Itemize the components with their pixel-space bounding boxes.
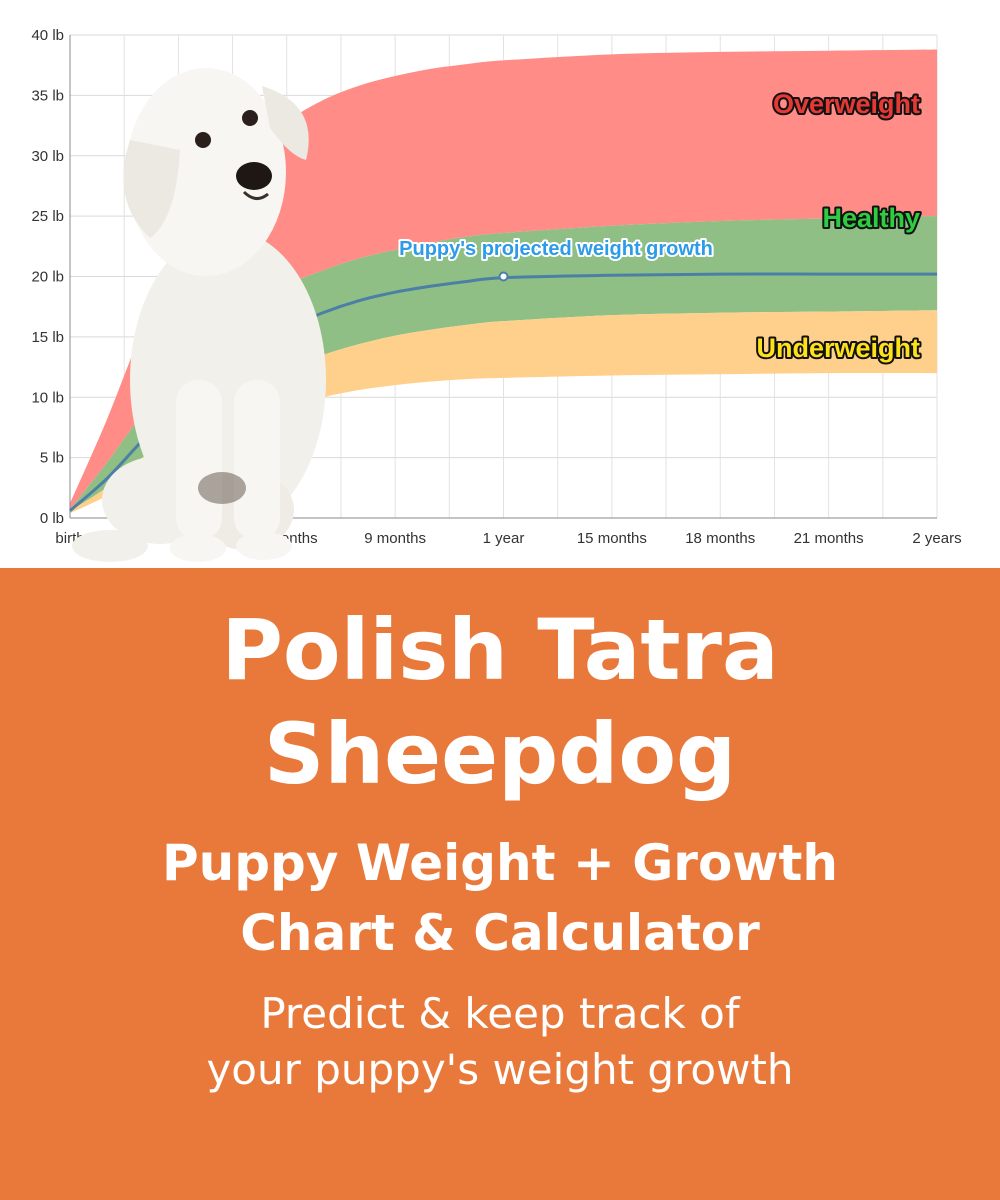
overweight-label: Overweight: [773, 89, 920, 119]
growth-chart: 0 lb 5 lb 10 lb 15 lb 20 lb 25 lb 30 lb 35 lb 40…: [0, 0, 1000, 568]
subtitle-line-1: Puppy Weight + Growth: [162, 834, 838, 892]
x-tick-label: 21 months: [794, 530, 864, 547]
puppy-photo: [72, 68, 326, 562]
y-tick-label: 10 lb: [31, 389, 64, 406]
y-tick-label: 30 lb: [31, 148, 64, 165]
y-tick-label: 35 lb: [31, 87, 64, 104]
x-tick-label: 15 months: [577, 530, 647, 547]
y-tick-label: 25 lb: [31, 208, 64, 225]
band-underweight: [70, 310, 937, 514]
healthy-label: Healthy: [822, 203, 920, 233]
breed-title: Polish Tatra Sheepdog: [0, 598, 1000, 806]
x-tick-label: 1 year: [483, 530, 525, 547]
growth-label: Puppy's projected weight growth: [399, 238, 713, 260]
subtitle-line-2: Chart & Calculator: [240, 904, 760, 962]
underweight-label: Underweight: [756, 333, 920, 363]
tagline-line-1: Predict & keep track of: [260, 989, 740, 1038]
title-banner: Polish Tatra Sheepdog Puppy Weight + Gro…: [0, 568, 1000, 1200]
x-tick-label: 2 years: [912, 530, 961, 547]
zone-labels: Overweight Healthy Underweight Puppy's proj…: [397, 87, 922, 365]
growth-marker: [498, 271, 509, 282]
y-tick-label: 20 lb: [31, 269, 64, 286]
y-tick-label: 40 lb: [31, 27, 64, 44]
y-tick-label: 0 lb: [40, 510, 64, 527]
breed-title-line-2: Sheepdog: [263, 705, 737, 803]
band-overweight: [70, 49, 937, 510]
x-tick-label: 18 months: [685, 530, 755, 547]
y-tick-label: 15 lb: [31, 329, 64, 346]
puppy-illustration: [72, 68, 326, 562]
breed-title-line-1: Polish Tatra: [221, 601, 779, 699]
tagline: Predict & keep track of your puppy's wei…: [0, 986, 1000, 1098]
x-tick-label: 9 months: [364, 530, 426, 547]
growth-chart-svg: 0 lb 5 lb 10 lb 15 lb 20 lb 25 lb 30 lb 35 lb 40…: [31, 27, 962, 562]
chart-subtitle: Puppy Weight + Growth Chart & Calculator: [0, 828, 1000, 968]
y-tick-label: 5 lb: [40, 450, 64, 467]
tagline-line-2: your puppy's weight growth: [206, 1045, 794, 1094]
